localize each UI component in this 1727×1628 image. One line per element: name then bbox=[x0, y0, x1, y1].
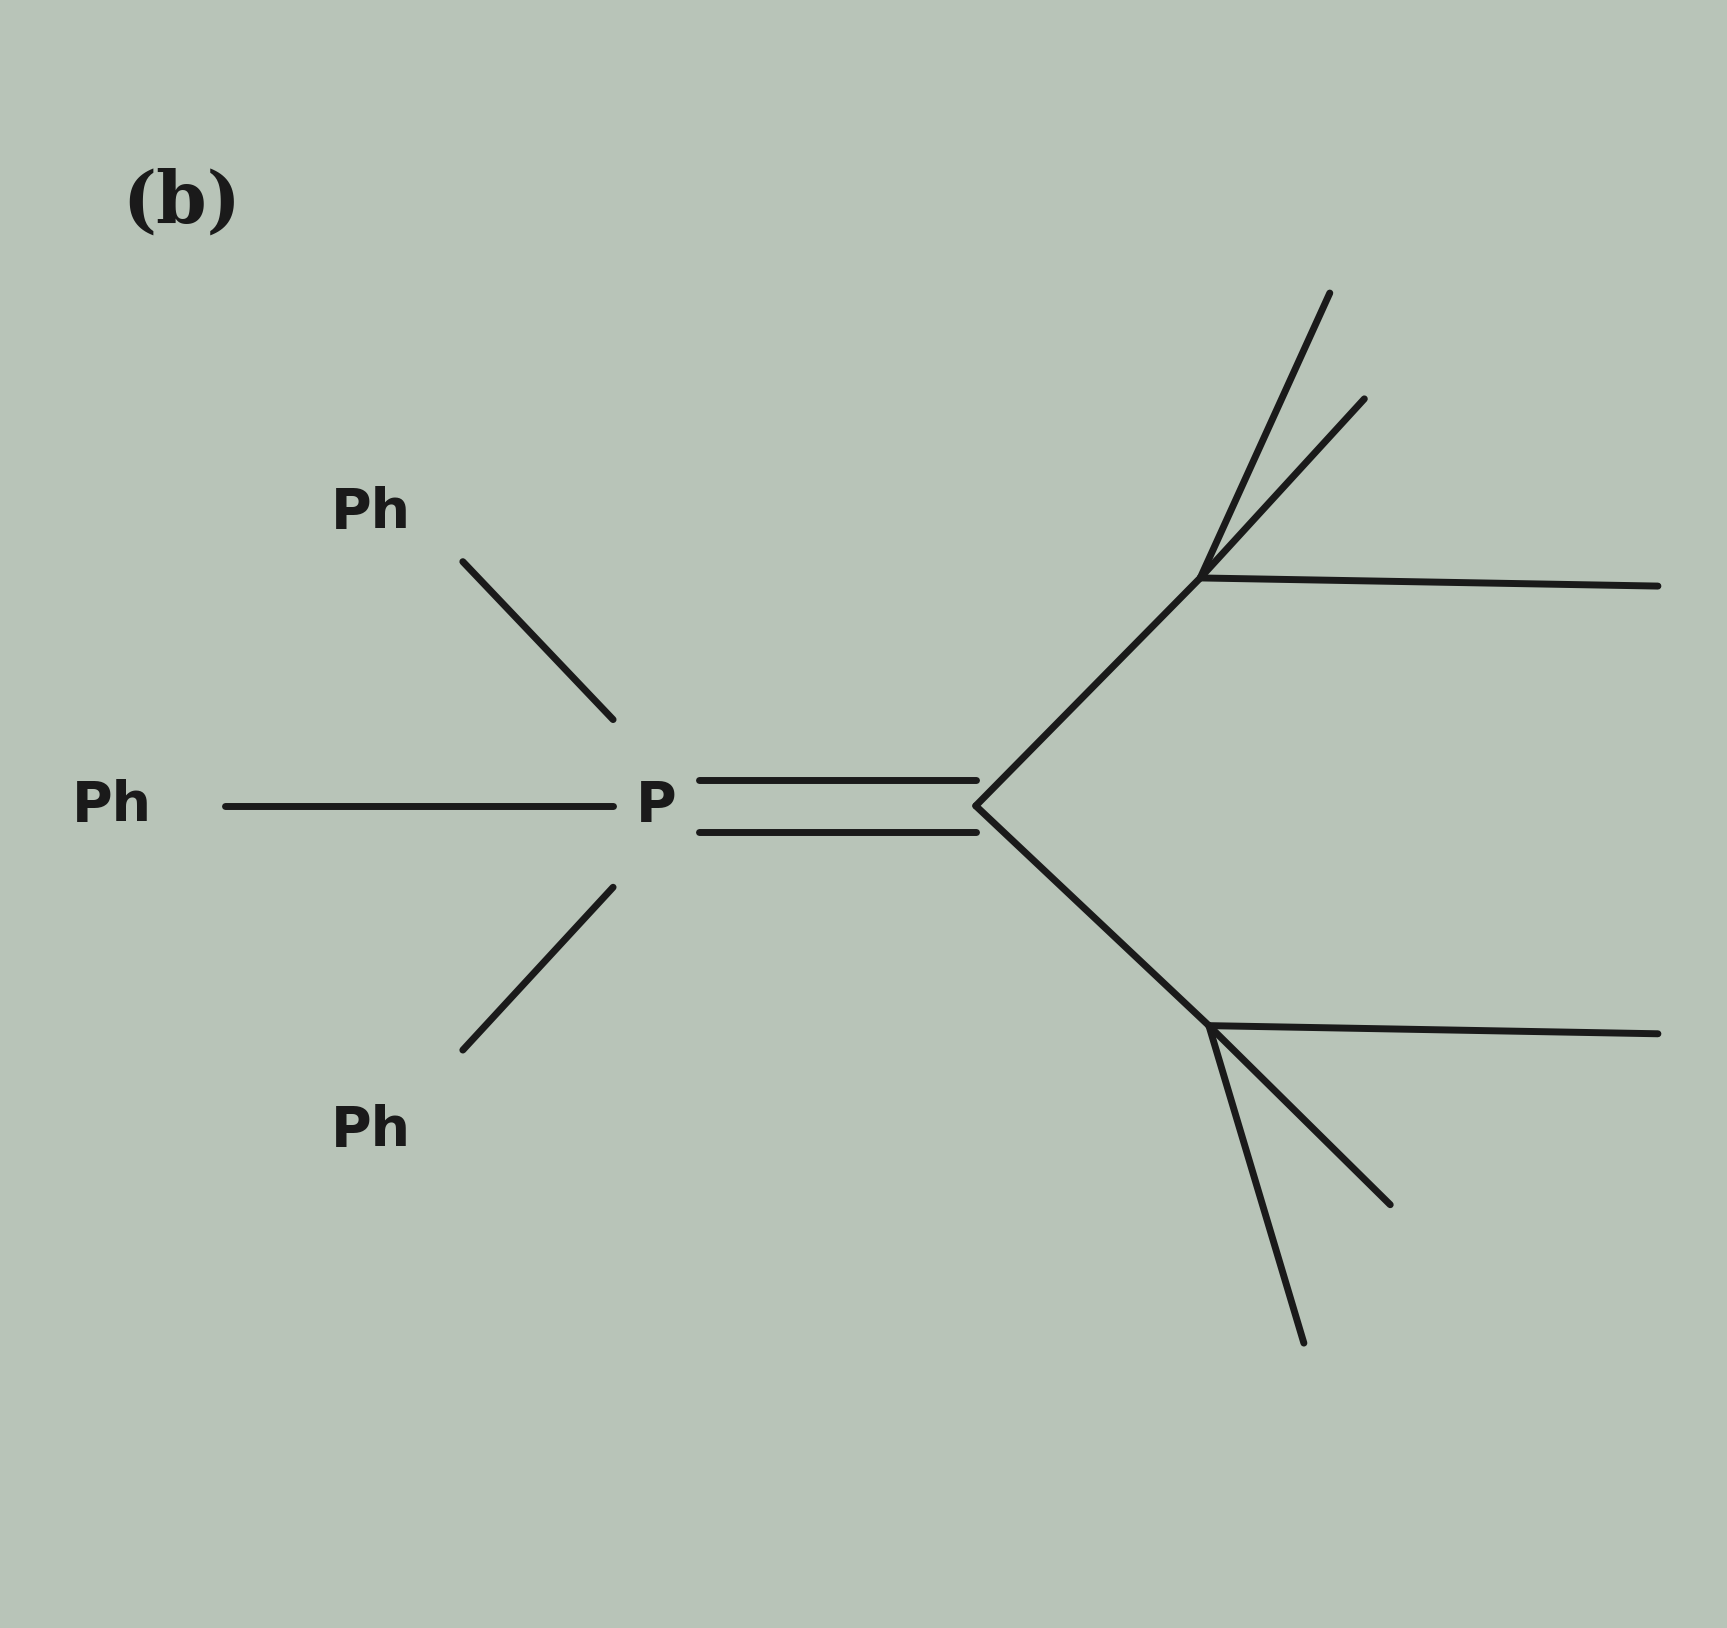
Text: (b): (b) bbox=[123, 168, 240, 239]
Text: Ph: Ph bbox=[332, 1104, 411, 1159]
Text: P: P bbox=[636, 778, 677, 834]
Text: Ph: Ph bbox=[73, 778, 152, 834]
Text: Ph: Ph bbox=[332, 485, 411, 540]
